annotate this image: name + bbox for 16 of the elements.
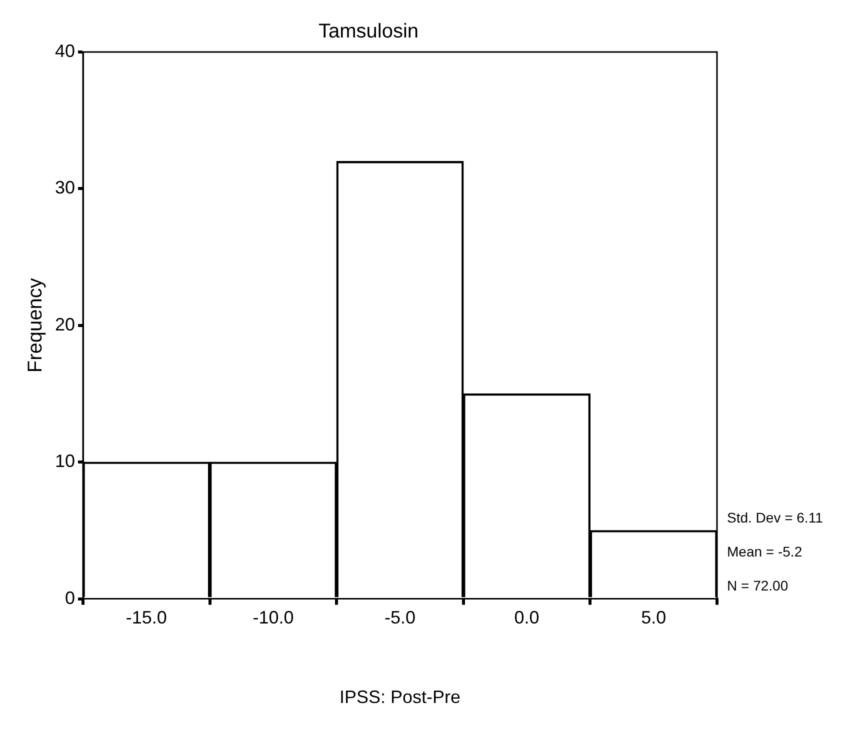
- y-tick-label: 10: [54, 451, 76, 472]
- chart-title: Tamsulosin: [318, 20, 419, 43]
- text: N = 72.00: [727, 578, 788, 594]
- y-tick-label: 40: [54, 40, 76, 61]
- x-tick-label: -5.0: [384, 608, 416, 628]
- x-tick-label: -10.0: [252, 608, 294, 628]
- text: Mean = -5.2: [727, 544, 802, 560]
- x-tick-label: 5.0: [641, 608, 666, 628]
- x-tick-label: -15.0: [126, 608, 167, 628]
- y-axis-title: Frequency: [24, 278, 47, 373]
- x-tick-label: 0.0: [514, 608, 540, 628]
- y-tick-label: 0: [65, 588, 76, 608]
- y-tick-label: 20: [54, 314, 76, 334]
- x-axis-title: IPSS: Post-Pre: [339, 687, 461, 708]
- text: Std. Dev = 6.11: [727, 510, 824, 526]
- y-tick-label: 30: [54, 178, 76, 198]
